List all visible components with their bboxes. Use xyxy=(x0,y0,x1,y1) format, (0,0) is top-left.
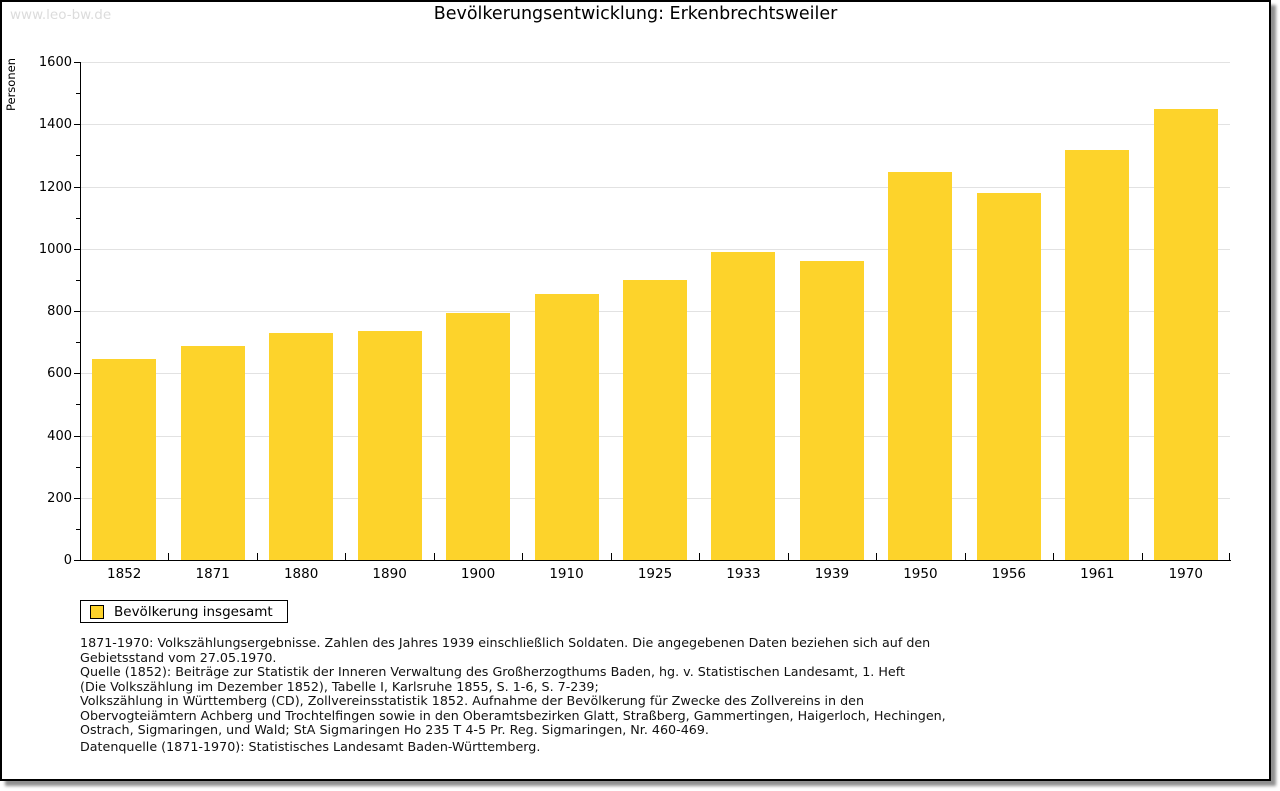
x-axis-tick xyxy=(434,553,435,560)
y-tick-major xyxy=(74,373,80,375)
x-label-1933: 1933 xyxy=(726,566,761,582)
x-axis-tick xyxy=(965,553,966,560)
y-tick-label: 600 xyxy=(47,366,72,382)
y-tick-major xyxy=(74,435,80,437)
y-tick-label: 400 xyxy=(47,428,72,444)
y-tick-label: 200 xyxy=(47,490,72,506)
footnote-line: Quelle (1852): Beiträge zur Statistik de… xyxy=(80,664,905,679)
footnote-line: 1871-1970: Volkszählungsergebnisse. Zahl… xyxy=(80,635,931,650)
x-label-1961: 1961 xyxy=(1080,566,1115,582)
gridline-1600 xyxy=(80,62,1230,63)
x-label-1925: 1925 xyxy=(637,566,673,582)
chart-title: Bevölkerungsentwicklung: Erkenbrechtswei… xyxy=(433,4,838,24)
y-tick-major xyxy=(74,311,80,312)
y-tick-label: 1400 xyxy=(38,117,72,133)
x-axis-tick xyxy=(876,553,877,560)
x-label-1956: 1956 xyxy=(991,566,1027,582)
y-tick-label: 1000 xyxy=(38,241,72,257)
y-tick-major xyxy=(74,560,80,561)
x-label-1890: 1890 xyxy=(372,566,407,582)
x-axis-tick xyxy=(1229,553,1230,560)
y-tick-minor xyxy=(76,466,80,468)
bar-1961 xyxy=(1065,150,1130,560)
y-tick-major xyxy=(74,248,80,250)
footnote-line: (Die Volkszählung im Dezember 1852), Tab… xyxy=(80,678,599,694)
y-tick-label: 0 xyxy=(63,553,72,568)
y-tick-minor xyxy=(76,93,80,95)
y-tick-label: 800 xyxy=(47,304,72,319)
bar-1910 xyxy=(534,294,599,560)
x-label-1950: 1950 xyxy=(903,566,938,582)
x-label-1900: 1900 xyxy=(460,566,496,582)
x-label-1852: 1852 xyxy=(107,566,142,582)
footnote-line: Ostrach, Sigmaringen, und Wald; StA Sigm… xyxy=(80,722,709,737)
bar-1890 xyxy=(357,331,422,560)
y-tick-minor xyxy=(76,404,80,406)
y-tick-minor xyxy=(76,279,80,281)
y-tick-major xyxy=(74,186,80,188)
x-axis-tick xyxy=(699,553,700,560)
y-tick-major xyxy=(74,62,80,63)
gridline-1200 xyxy=(80,186,1230,188)
y-tick-label: 1200 xyxy=(38,179,72,195)
x-label-1970: 1970 xyxy=(1168,566,1203,582)
x-axis-tick xyxy=(168,553,169,560)
x-axis-tick xyxy=(522,553,523,560)
x-axis-tick xyxy=(345,553,346,560)
bar-1880 xyxy=(269,333,334,560)
gridline-1400 xyxy=(80,124,1230,126)
legend-swatch-icon xyxy=(90,604,104,619)
y-tick-major xyxy=(74,124,80,126)
bar-1939 xyxy=(799,261,864,560)
y-tick-major xyxy=(74,497,80,499)
footnote-line: Volkszählung in Württemberg (CD), Zollve… xyxy=(80,693,865,708)
y-axis-title: Personen xyxy=(4,58,18,112)
y-tick-label: 1600 xyxy=(38,55,72,70)
x-label-1910: 1910 xyxy=(549,566,584,582)
x-label-1880: 1880 xyxy=(283,566,319,582)
x-axis-tick xyxy=(257,553,258,560)
legend-label: Bevölkerung insgesamt xyxy=(114,603,273,620)
bar-1925 xyxy=(623,280,687,560)
y-tick-minor xyxy=(76,217,80,219)
y-tick-minor xyxy=(76,528,80,530)
gridline-1000 xyxy=(80,248,1230,250)
plot-area xyxy=(80,62,1230,560)
watermark-leo-bw: www.leo-bw.de xyxy=(10,7,112,23)
x-axis-tick xyxy=(788,553,789,560)
bar-1970 xyxy=(1153,109,1218,560)
legend-box: Bevölkerung insgesamt xyxy=(80,600,288,623)
footnotes-block: 1871-1970: Volkszählungsergebnisse. Zahl… xyxy=(80,635,946,738)
bar-1900 xyxy=(446,313,511,560)
y-tick-minor xyxy=(76,155,80,157)
datasource-line: Datenquelle (1871-1970): Statistisches L… xyxy=(80,739,541,754)
footnote-line: Gebietsstand vom 27.05.1970. xyxy=(80,649,277,665)
y-tick-minor xyxy=(76,342,80,344)
bar-1933 xyxy=(711,252,776,560)
x-axis-tick xyxy=(1053,553,1054,560)
x-label-1871: 1871 xyxy=(195,566,230,582)
x-label-1939: 1939 xyxy=(814,566,850,582)
footnote-line: Obervogteiämtern Achberg und Trochtelfin… xyxy=(80,707,946,723)
x-axis-tick xyxy=(611,553,612,560)
x-axis-tick xyxy=(1142,553,1143,560)
bar-1956 xyxy=(976,193,1041,560)
bar-1950 xyxy=(888,172,953,560)
bar-1852 xyxy=(92,359,157,560)
bar-1871 xyxy=(180,346,245,560)
x-axis-line xyxy=(80,560,1231,561)
y-axis-line xyxy=(80,62,81,561)
